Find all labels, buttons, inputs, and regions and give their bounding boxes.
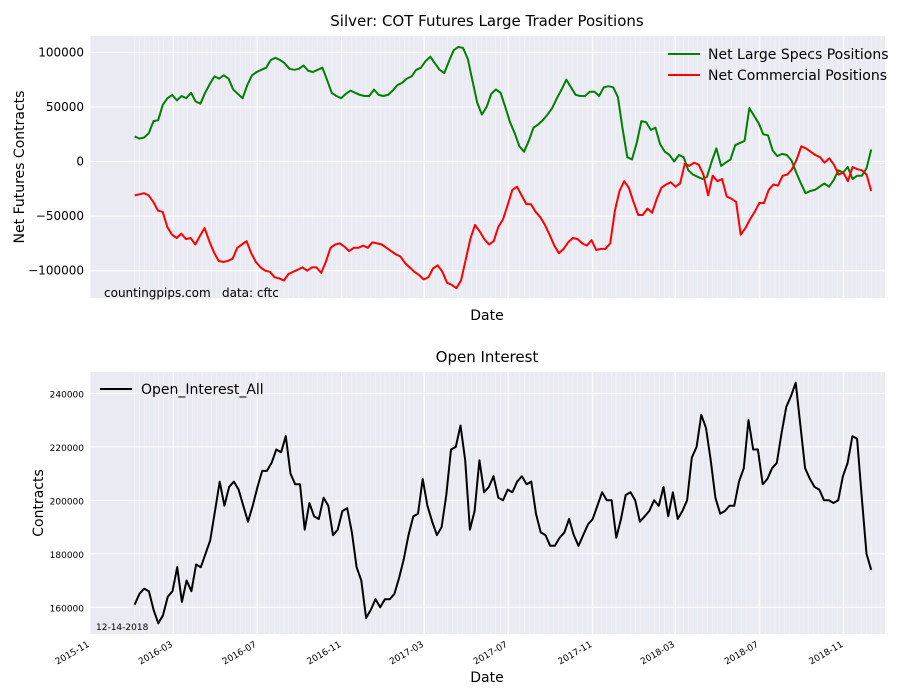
x-tick-label: 2018-11 [808,640,846,667]
open-interest-y-tick-label: 180000 [50,551,85,561]
positions-y-axis-label: Net Futures Contracts [12,91,28,244]
x-tick-label: 2018-07 [723,640,761,667]
specs-series-line [134,45,873,195]
open-interest-y-ticks: 160000 180000 200000 220000 240000 [50,390,85,614]
x-tick-label: 2018-03 [639,640,677,667]
positions-grid [89,36,885,298]
open-interest-y-tick-label: 160000 [50,604,85,614]
positions-x-axis-label: Date [470,308,503,324]
date-stamp-annotation: 12-14-2018 [96,623,149,633]
positions-y-tick-label: −100000 [28,264,84,278]
open-interest-series-line [133,381,873,625]
open-interest-y-tick-label: 220000 [50,444,85,454]
source-data-annotation: data: cftc [222,286,279,300]
x-tick-label: 2017-03 [388,640,426,667]
legend-open-interest-label: Open_Interest_All [141,382,264,398]
legend-specs-label: Net Large Specs Positions [708,47,889,63]
x-tick-label: 2016-11 [306,640,344,667]
open-interest-series [133,381,873,625]
open-interest-y-axis-label: Contracts [31,469,47,537]
open-interest-y-tick-label: 200000 [50,497,85,507]
open-interest-title: Open Interest [436,348,539,366]
open-interest-grid [89,372,885,634]
open-interest-y-tick-label: 240000 [50,390,85,400]
x-tick-label: 2017-11 [557,640,595,667]
positions-y-tick-label: 0 [76,155,84,169]
open-interest-x-axis-label: Date [470,670,503,686]
positions-y-ticks: −100000 −50000 0 50000 100000 [28,45,84,277]
commercial-series-line [134,145,873,290]
open-interest-plot-area [90,372,885,634]
positions-y-tick-label: −50000 [36,209,84,223]
positions-y-tick-label: 50000 [46,100,84,114]
x-tick-label: 2015-11 [54,640,92,667]
positions-legend: Net Large Specs Positions Net Commercial… [668,47,889,84]
open-interest-legend: Open_Interest_All [100,382,264,398]
positions-panel: −100000 −50000 0 50000 100000 Silver: COT Fu… [12,12,889,324]
x-tick-label: 2016-03 [137,640,175,667]
positions-title: Silver: COT Futures Large Trader Positio… [330,12,644,30]
positions-y-tick-label: 100000 [38,45,84,59]
source-site-annotation: countingpips.com [104,286,211,300]
x-tick-label: 2016-07 [221,640,259,667]
legend-commercial-label: Net Commercial Positions [708,68,887,84]
positions-series [134,45,873,290]
positions-plot-area [90,36,885,298]
x-tick-label: 2017-07 [472,640,510,667]
date-x-ticks: 2015-11 2016-03 2016-07 2016-11 2017-03 2017-… [54,640,845,667]
